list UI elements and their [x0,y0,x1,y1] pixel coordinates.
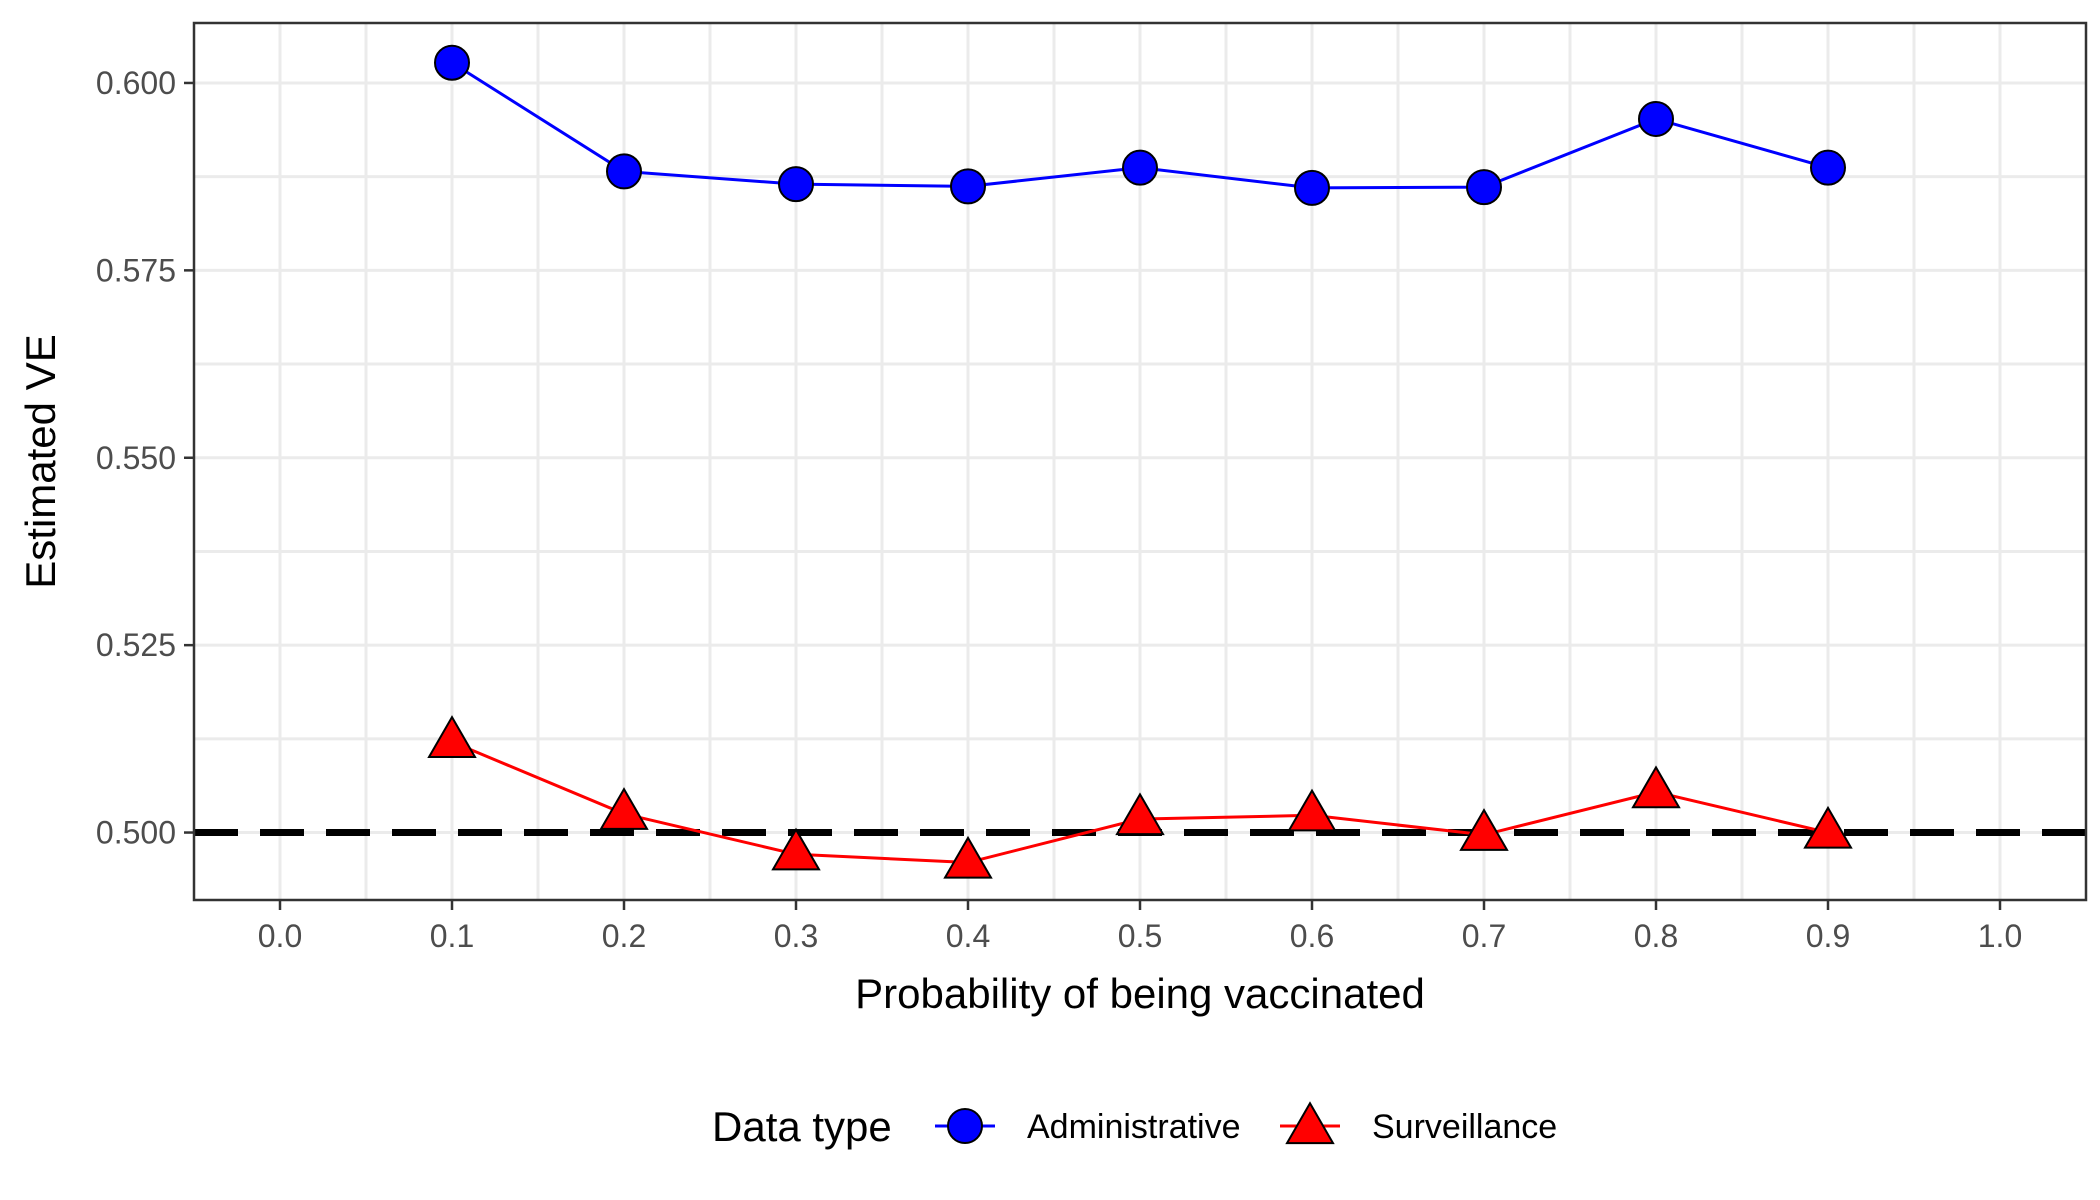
legend-items: Administrative Surveillance [935,1101,1557,1146]
series-administrative [434,44,1846,206]
y-tick-label: 0.600 [96,65,176,101]
x-tick-label: 1.0 [1978,918,2022,954]
legend-label: Administrative [1027,1108,1241,1146]
legend-item-surveillance: Surveillance [1280,1101,1557,1146]
y-tick-label: 0.500 [96,815,176,851]
data-point [771,827,821,871]
x-tick-label: 0.9 [1806,918,1850,954]
x-tick-label: 0.6 [1290,918,1334,954]
data-point [606,153,642,190]
data-point [1459,808,1509,851]
y-tick-label: 0.525 [96,627,176,663]
data-point [943,835,993,879]
x-tick-label: 0.3 [774,918,818,954]
data-point [1631,765,1681,809]
data-point [1466,169,1502,206]
legend: Data type Administrative Surveillance [712,1101,1557,1150]
data-point [1115,792,1165,836]
series-group [427,44,1853,879]
series-surveillance [427,715,1853,879]
y-tick-label: 0.575 [96,252,176,288]
data-point [1122,149,1158,186]
data-point [1294,169,1330,206]
data-point [1810,149,1846,186]
x-tick-label: 0.1 [430,918,474,954]
data-point [1803,805,1853,849]
y-tick-label: 0.550 [96,440,176,476]
x-axis-title: Probability of being vaccinated [855,970,1425,1017]
legend-title: Data type [712,1103,892,1150]
data-point [778,166,814,203]
data-point [427,715,477,758]
x-tick-label: 0.5 [1118,918,1162,954]
data-point [1287,788,1337,832]
data-point [1638,100,1674,137]
legend-key-triangle [1285,1101,1335,1145]
legend-key-circle [947,1108,983,1144]
data-point [599,787,649,830]
axis-ticks: 0.0 0.1 0.2 0.3 0.4 0.5 0.6 0.7 0.8 0.9 1.0 0.500 0.… [96,65,2022,954]
x-tick-label: 0.4 [946,918,990,954]
legend-label: Surveillance [1372,1108,1557,1146]
x-tick-label: 0.7 [1462,918,1506,954]
data-point [434,44,470,81]
y-axis-title: Estimated VE [17,334,64,588]
legend-item-administrative: Administrative [935,1108,1241,1146]
x-tick-label: 0.8 [1634,918,1678,954]
x-tick-label: 0.0 [258,918,302,954]
x-tick-label: 0.2 [602,918,646,954]
data-point [950,168,986,205]
